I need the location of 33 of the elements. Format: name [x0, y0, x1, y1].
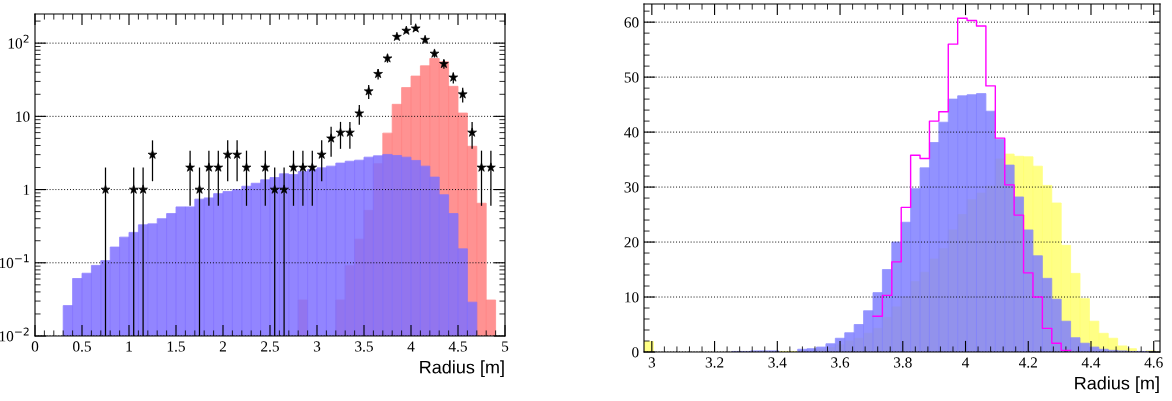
y-tick-label: 40 [624, 127, 639, 138]
y-tick-label: 30 [624, 182, 639, 193]
x-tick-label: 3.2 [705, 357, 724, 368]
x-tick-label: 4 [407, 341, 415, 352]
x-tick-label: 4.4 [1081, 357, 1101, 368]
x-tick-label: 4.2 [1019, 357, 1037, 368]
x-tick-label: 0.5 [73, 341, 91, 352]
x-tick-label: 3.6 [831, 357, 850, 368]
x-tick-label: 5 [502, 341, 509, 352]
y-tick-label: 60 [624, 17, 639, 28]
y-tick-label: 10$^{2}$ [8, 34, 29, 49]
y-tick-label: 10$^{−2}$ [0, 327, 29, 342]
y-tick-label: 10 [16, 111, 30, 122]
x-tick-label: 1 [126, 341, 132, 352]
x-tick-label: 1.5 [167, 341, 185, 352]
x-tick-label: 4.6 [1144, 357, 1163, 368]
x-axis-title: Radius [m] [1075, 376, 1159, 394]
y-tick-label: 1 [23, 184, 30, 195]
x-tick-label: 4.5 [448, 341, 467, 352]
x-axis-title: Radius [m] [420, 360, 504, 378]
x-tick-label: 3 [313, 341, 321, 352]
y-tick-label: 20 [624, 237, 639, 248]
x-tick-label: 0 [31, 341, 39, 352]
x-tick-label: 2 [219, 341, 226, 352]
x-tick-label: 3.8 [893, 357, 912, 368]
x-tick-label: 2.5 [261, 341, 279, 352]
x-tick-label: 3.4 [768, 357, 787, 368]
y-tick-label: 50 [624, 72, 639, 83]
y-tick-label: 10$^{−1}$ [0, 254, 29, 269]
x-tick-label: 3 [648, 357, 656, 368]
x-tick-label: 4 [962, 357, 970, 368]
x-tick-label: 3.5 [355, 341, 373, 352]
y-tick-label: 10 [625, 292, 639, 303]
